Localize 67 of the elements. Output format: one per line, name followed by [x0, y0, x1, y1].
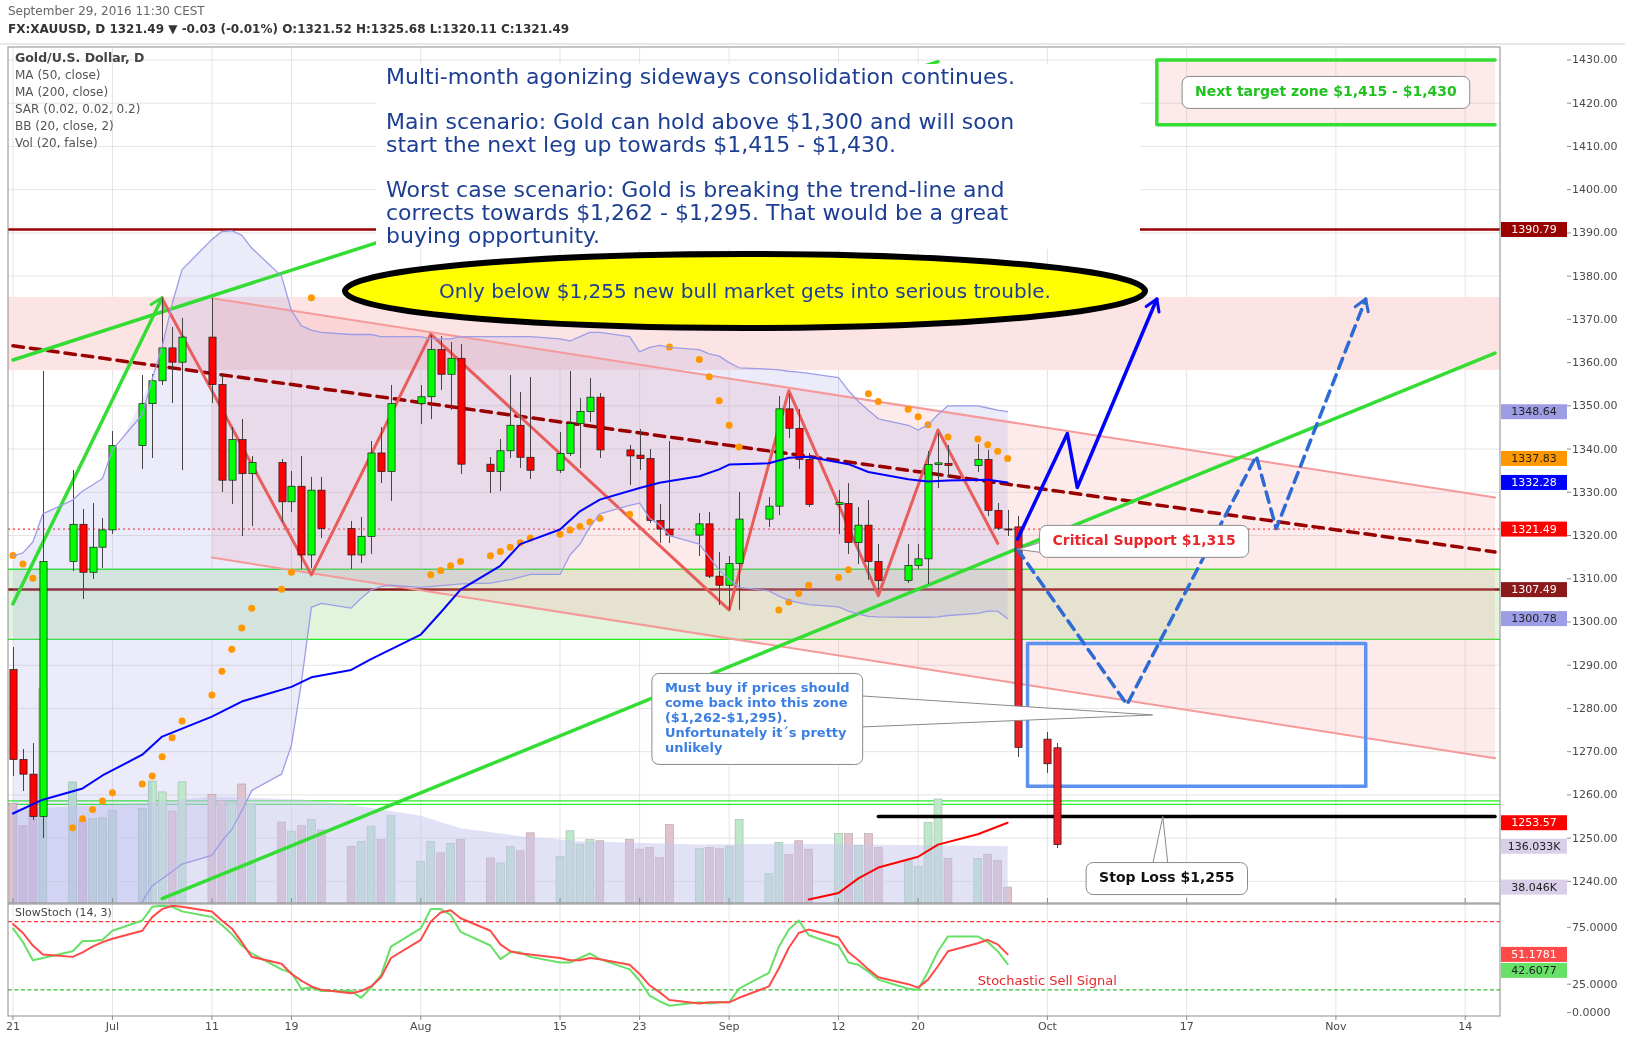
ref-line-label: 1390.79	[1511, 222, 1557, 236]
text: 1253.57	[1511, 816, 1557, 830]
annotation: MA (200, close)	[15, 85, 109, 99]
annotation: Worst case scenario: Gold is breaking the trend-line and corrects towards $1,262 - $1,295. That would be a great buying opportunity.	[386, 177, 1009, 248]
x-tick-label: Oct	[1037, 1020, 1058, 1033]
annotation: Only below $1,255 new bull market gets into serious trouble.	[439, 279, 1051, 303]
text: 51.1781	[1511, 947, 1557, 961]
x-tick-label: 21	[5, 1020, 20, 1033]
y-tick-label: 1320.00	[1572, 529, 1618, 543]
y-tick-label: 0.0000	[1572, 1006, 1611, 1020]
x-tick-label: 17	[1179, 1020, 1194, 1033]
annotation: SAR (0.02, 0.02, 0.2)	[15, 102, 141, 116]
x-tick-label: 12	[831, 1020, 846, 1033]
annotation: Stochastic Sell Signal	[977, 973, 1117, 988]
y-tick-label: 1390.00	[1572, 226, 1618, 240]
x-tick-label: 11	[204, 1020, 219, 1033]
x-tick-label: Jul	[104, 1020, 120, 1033]
annotation: MA (50, close)	[15, 68, 101, 82]
y2-tick-label: 38.046K	[1511, 880, 1558, 894]
y-tick-label: 1410.00	[1572, 139, 1618, 153]
text: 1332.28	[1511, 475, 1557, 489]
y-tick-label: 1300.00	[1572, 615, 1618, 629]
text: 1348.64	[1511, 405, 1557, 419]
text: 1300.78	[1511, 612, 1557, 626]
x-tick-label: 14	[1458, 1020, 1473, 1033]
y-tick-label: 25.0000	[1572, 977, 1618, 991]
y-tick-label: 1280.00	[1572, 701, 1618, 715]
x-tick-label: 19	[284, 1020, 299, 1033]
annotation: Main scenario: Gold can hold above $1,300 and will soon start the next leg up towards $1,415 - $1,430.	[386, 109, 1015, 157]
y-tick-label: 1370.00	[1572, 312, 1618, 326]
ref-line-label: 1321.49	[1511, 522, 1557, 536]
y2-tick-label: 136.033K	[1507, 839, 1562, 853]
y-tick-label: 1290.00	[1572, 658, 1618, 672]
y-tick-label: 1270.00	[1572, 745, 1618, 759]
x-tick-label: Sep	[718, 1020, 740, 1033]
y-tick-label: 1250.00	[1572, 831, 1618, 845]
annotation: Must buy if prices should come back into this zone ($1,262-$1,295). Unfortunately it´s pretty unlikely	[664, 680, 850, 756]
x-tick-label: 23	[632, 1020, 647, 1033]
y-tick-label: 1380.00	[1572, 269, 1618, 283]
y-tick-label: 1330.00	[1572, 485, 1618, 499]
annotation: Stop Loss $1,255	[1099, 869, 1235, 886]
x-tick-label: Aug	[410, 1020, 432, 1033]
annotation: Critical Support $1,315	[1052, 532, 1236, 549]
annotation: Multi-month agonizing sideways consolidation continues.	[386, 64, 1015, 89]
y-tick-label: 1430.00	[1572, 53, 1618, 67]
ref-line-label: 1307.49	[1511, 583, 1557, 597]
x-tick-label: 20	[911, 1020, 926, 1033]
annotation: BB (20, close, 2)	[15, 119, 114, 133]
text: 42.6077	[1511, 963, 1557, 977]
x-tick-label: Nov	[1325, 1020, 1348, 1033]
text: September 29, 2016 11:30 CEST	[8, 4, 206, 18]
y-tick-label: 1310.00	[1572, 572, 1618, 586]
chart-title: Gold/U.S. Dollar, D	[15, 50, 145, 65]
y-tick-label: 1400.00	[1572, 183, 1618, 197]
annotation: Vol (20, false)	[15, 136, 98, 150]
y-tick-label: 1240.00	[1572, 874, 1618, 888]
chart-title: SlowStoch (14, 3)	[15, 906, 112, 919]
y-tick-label: 1260.00	[1572, 788, 1618, 802]
y-tick-label: 1420.00	[1572, 96, 1618, 110]
chart-subtitle: FX:XAUUSD, D 1321.49 ▼ -0.03 (-0.01%) O:1321.52 H:1325.68 L:1320.11 C:1321.49	[8, 22, 570, 36]
y-tick-label: 1360.00	[1572, 356, 1618, 370]
annotation: Next target zone $1,415 - $1,430	[1195, 83, 1458, 100]
x-tick-label: 15	[553, 1020, 568, 1033]
y-tick-label: 75.0000	[1572, 920, 1618, 934]
y-tick-label: 1350.00	[1572, 399, 1618, 413]
text: 1337.83	[1511, 451, 1557, 465]
y-tick-label: 1340.00	[1572, 442, 1618, 456]
